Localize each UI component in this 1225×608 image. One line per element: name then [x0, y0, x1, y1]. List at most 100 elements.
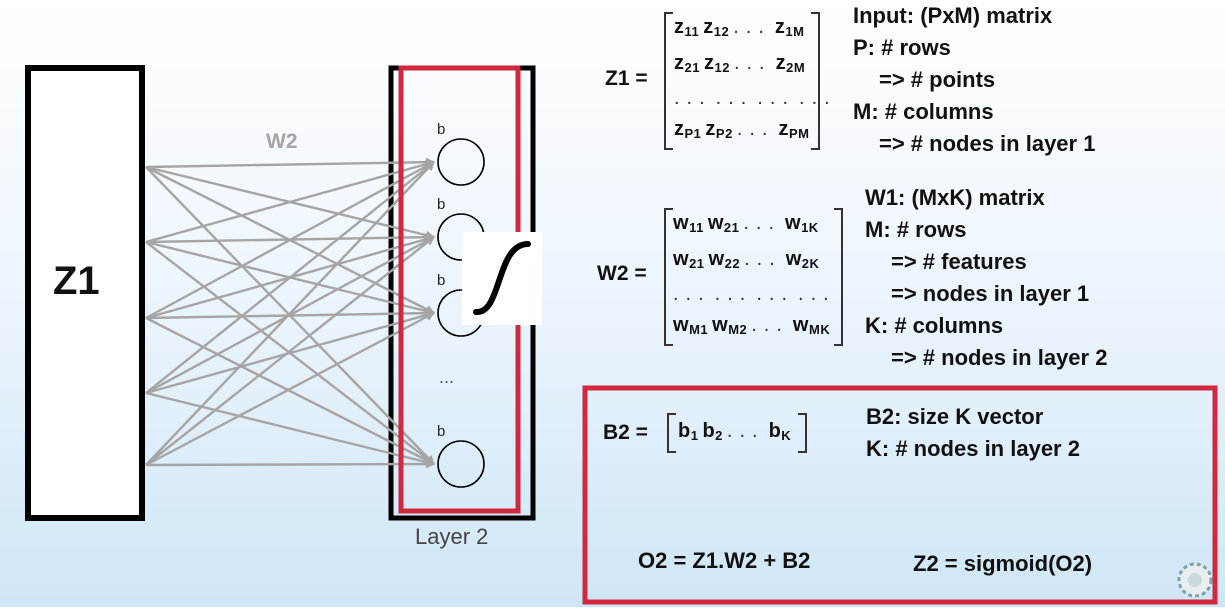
note-line: => # features	[891, 249, 1027, 274]
matrix-entry: ...	[798, 283, 836, 305]
matrix-entry: ...	[733, 51, 772, 74]
weights-label: W2	[266, 130, 298, 153]
bias-label: b	[437, 196, 445, 213]
matrix-entry: wM1	[673, 313, 709, 337]
w2-matrix-bracket-right	[834, 208, 843, 346]
matrix-entry: b1	[678, 420, 699, 443]
z1-block-label: Z1	[53, 259, 100, 303]
neuron-node	[437, 440, 485, 488]
matrix-entry: ...	[751, 313, 789, 336]
z1-matrix-label: Z1 =	[605, 67, 648, 90]
sigmoid-curve-icon	[462, 232, 542, 325]
connection-arrow	[145, 160, 435, 320]
matrix-row: ............	[674, 83, 841, 114]
z2-equation: Z2 = sigmoid(O2)	[913, 551, 1093, 576]
matrix-entry: wMK	[792, 313, 831, 337]
formula-box	[582, 385, 1218, 605]
note-line: Input: (PxM) matrix	[853, 3, 1053, 28]
w2-notes: W1: (MxK) matrix M: # rows => # features =>…	[865, 182, 1107, 374]
matrix-entry: ...	[757, 87, 796, 109]
note-line: W1: (MxK) matrix	[865, 185, 1045, 210]
weight-connections	[145, 157, 435, 469]
bias-label: b	[437, 423, 445, 440]
layer-label: Layer 2	[415, 524, 489, 549]
matrix-entry: ...	[673, 283, 711, 305]
b2-vector-label: B2 =	[603, 421, 648, 444]
matrix-entry: w2K	[785, 247, 820, 271]
layer-ellipsis: ...	[439, 367, 455, 387]
b2-vector: b1 b2... bK	[678, 416, 795, 452]
w2-matrix-bracket-left	[664, 208, 673, 346]
connection-arrow	[145, 310, 435, 395]
connection-arrow	[145, 159, 435, 244]
matrix-entry: ...	[736, 117, 775, 140]
matrix-entry: w21	[707, 212, 740, 235]
b2-notes: B2: size K vector K: # nodes in layer 2	[866, 401, 1080, 465]
matrix-entry: ...	[744, 247, 782, 270]
b2-bracket-left	[667, 413, 676, 453]
note-line: K: # nodes in layer 2	[866, 436, 1080, 461]
z1-matrix: z11 z12... z1M z21 z12... z2M............ zP1 z…	[674, 12, 841, 149]
matrix-entry: w21	[673, 247, 705, 271]
connection-arrow	[145, 236, 435, 466]
matrix-entry: b2	[702, 420, 723, 443]
matrix-entry: z2M	[775, 51, 806, 75]
connection-arrow	[145, 161, 435, 394]
matrix-entry: w22	[708, 247, 741, 271]
connection-arrow	[145, 157, 435, 169]
note-line: B2: size K vector	[866, 404, 1044, 429]
z1-matrix-bracket-left	[664, 12, 673, 150]
connection-arrow	[145, 161, 435, 466]
bias-label: b	[437, 272, 445, 289]
matrix-entry: ...	[756, 283, 795, 305]
matrix-entry: bK	[768, 420, 792, 443]
layer2-nodes: b b b b	[437, 121, 485, 488]
matrix-entry: wM2	[712, 313, 748, 337]
matrix-row: ............	[673, 279, 840, 310]
z1-matrix-bracket-right	[811, 12, 820, 150]
matrix-entry: z11	[674, 16, 700, 39]
matrix-entry: ...	[674, 87, 712, 109]
b2-bracket-right	[798, 413, 807, 453]
note-line: => # nodes in layer 2	[891, 345, 1108, 370]
matrix-entry: z12	[703, 51, 730, 75]
bias-label: b	[437, 121, 445, 138]
note-line: => nodes in layer 1	[891, 281, 1090, 306]
o2-equation: O2 = Z1.W2 + B2	[638, 548, 811, 573]
matrix-entry: zP2	[705, 117, 733, 141]
note-line: => # nodes in layer 1	[879, 131, 1096, 156]
matrix-entry: z1M	[774, 16, 805, 39]
matrix-entry: w11	[673, 212, 704, 235]
matrix-row: z11 z12... z1M	[674, 12, 841, 48]
connection-arrow	[145, 391, 435, 467]
matrix-entry: ...	[743, 212, 782, 234]
z1-input-block	[25, 65, 145, 521]
matrix-entry: ...	[714, 283, 753, 305]
connection-arrow	[145, 459, 435, 469]
note-line: => # points	[879, 67, 996, 92]
matrix-row: w11 w21... w1K	[673, 208, 840, 244]
neuron-node	[437, 138, 485, 186]
matrix-row: w21 w22... w2K	[673, 244, 840, 280]
note-line: M: # rows	[865, 217, 967, 242]
matrix-entry: zP1	[674, 117, 702, 141]
note-line: P: # rows	[853, 35, 951, 60]
matrix-entry: ...	[799, 87, 837, 109]
matrix-entry: z12	[703, 16, 730, 39]
matrix-entry: ...	[726, 420, 765, 442]
matrix-row: z21 z12... z2M	[674, 48, 841, 84]
matrix-row: zP1 zP2... zPM	[674, 114, 841, 150]
matrix-entry: ...	[733, 16, 771, 38]
matrix-row: wM1 wM2... wMK	[673, 310, 840, 346]
matrix-entry: z21	[674, 51, 700, 75]
z1-notes: Input: (PxM) matrix P: # rows => # points M…	[853, 0, 1095, 160]
note-line: K: # columns	[865, 313, 1004, 338]
corner-logo	[1172, 557, 1218, 603]
matrix-entry: w1K	[785, 212, 819, 235]
w2-matrix-label: W2 =	[597, 262, 647, 285]
w2-matrix: w11 w21... w1K w21 w22... w2K............ wM1 w…	[673, 208, 840, 345]
note-line: M: # columns	[853, 99, 994, 124]
connection-arrow	[145, 311, 435, 467]
matrix-entry: zPM	[778, 117, 810, 141]
